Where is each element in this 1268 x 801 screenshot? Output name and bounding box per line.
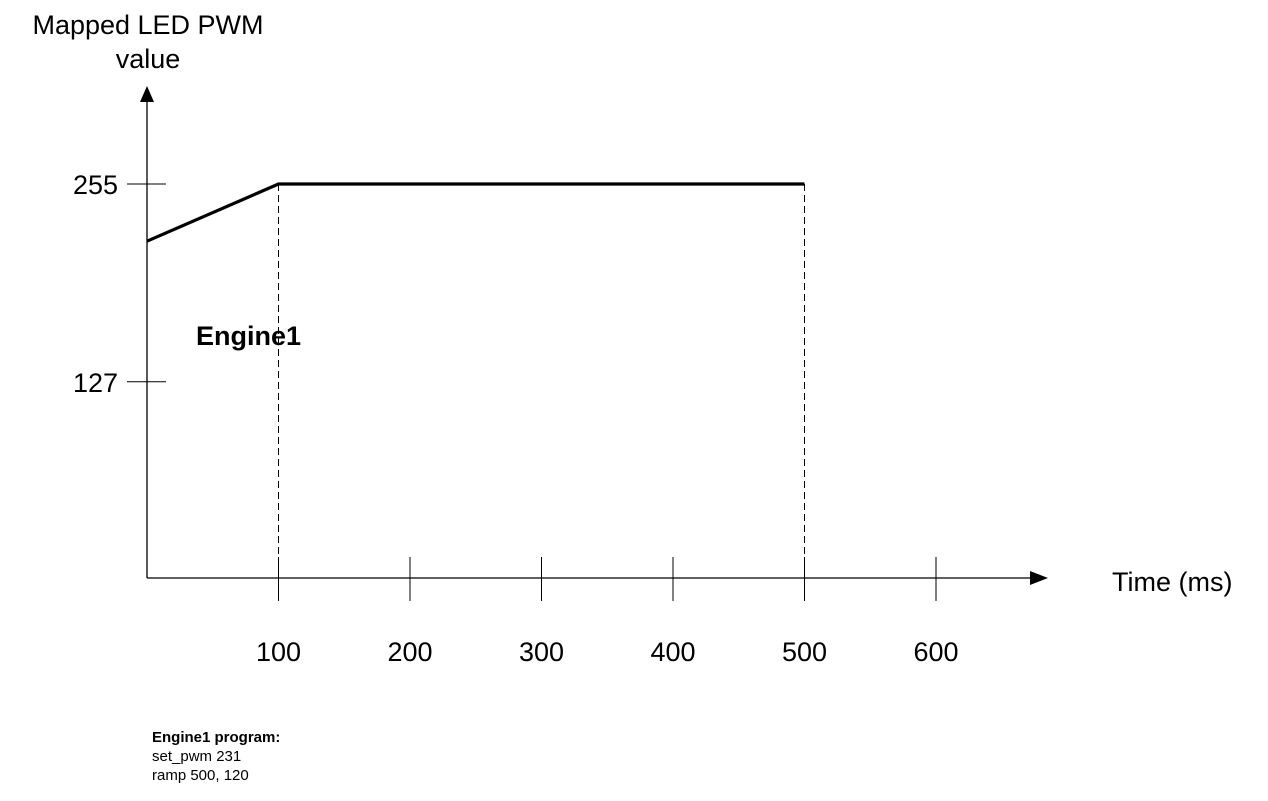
series-label: Engine1 [196, 321, 301, 351]
guide-lines [278, 184, 805, 601]
series-lines: Engine1 [146, 182, 805, 351]
program-line: set_pwm 231 [152, 748, 242, 765]
x-tick-label: 100 [256, 637, 301, 667]
x-axis-arrow [1030, 571, 1048, 585]
x-tick-label: 600 [913, 637, 958, 667]
axes [140, 86, 1048, 585]
x-tick-label: 500 [782, 637, 827, 667]
program-line: ramp 500, 120 [152, 767, 249, 784]
x-tick-label: 200 [387, 637, 432, 667]
x-axis-title: Time (ms) [1112, 567, 1233, 597]
y-tick-label: 255 [73, 170, 118, 200]
y-tick-label: 127 [73, 368, 118, 398]
series-line [146, 182, 805, 243]
program-listing: Engine1 program: set_pwm 231 ramp 500, 1… [152, 728, 280, 785]
y-axis-arrow [140, 86, 154, 102]
tick-marks: 100 200 300 400 500 600 127 255 [73, 170, 959, 667]
x-tick-label: 400 [650, 637, 695, 667]
program-title: Engine1 program: [152, 729, 281, 746]
x-tick-label: 300 [519, 637, 564, 667]
y-axis-title: Mapped LED PWM value [32, 10, 264, 74]
